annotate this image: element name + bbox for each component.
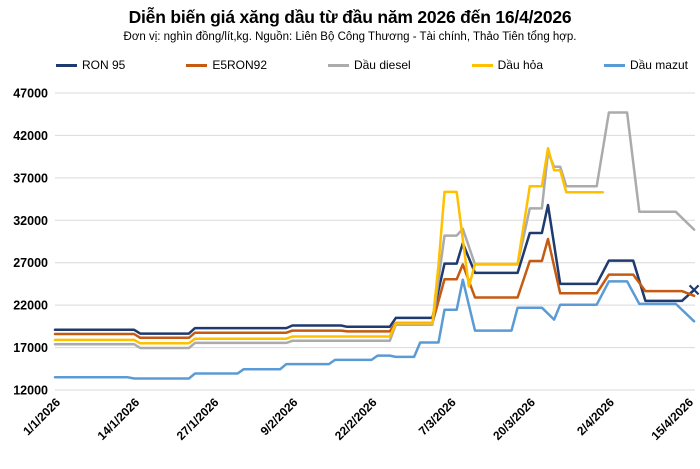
y-axis-label: 12000	[13, 384, 48, 398]
x-axis-labels: 1/1/2026 14/1/2026 27/1/2026 9/2/2026 22/2/2…	[20, 395, 696, 443]
y-axis-label: 32000	[13, 214, 48, 228]
x-axis-label: 22/2/2026	[332, 395, 380, 443]
y-axis-label: 37000	[13, 171, 48, 185]
x-axis-label: 15/4/2026	[648, 395, 696, 443]
y-axis-label: 22000	[13, 299, 48, 313]
legend-item-dau-hoa: Dầu hỏa	[471, 58, 543, 72]
legend-line-swatch-dau-mazut	[603, 63, 625, 67]
chart-title: Diễn biến giá xăng dầu từ đầu năm 2026 đ…	[128, 7, 572, 27]
gridlines	[55, 92, 695, 391]
legend-line-swatch-dau-hoa	[471, 63, 493, 67]
legend-line-swatch-e5ron92	[186, 63, 208, 67]
series-end-marker-ron-95	[688, 284, 700, 296]
x-axis-label: 14/1/2026	[95, 395, 143, 443]
x-axis-label: 2/4/2026	[574, 395, 617, 438]
x-axis-label: 20/3/2026	[490, 395, 538, 443]
legend-item-ron-95: RON 95	[56, 58, 125, 72]
y-axis-labels: 12000 17000 22000 27000 32000 37000 42000 47000	[13, 87, 48, 398]
plot-area: 12000 17000 22000 27000 32000 37000 42000 47000…	[13, 87, 700, 443]
legend-label-dau-hoa: Dầu hỏa	[497, 58, 543, 72]
series-line-e5ron92	[53, 237, 696, 340]
series-line-ron-95	[53, 203, 696, 335]
legend-item-e5ron92: E5RON92	[186, 58, 267, 72]
series-line-dau-mazut	[53, 278, 696, 380]
y-axis-label: 42000	[13, 129, 48, 143]
x-axis-label: 1/1/2026	[20, 395, 63, 438]
legend-item-dau-mazut: Dầu mazut	[603, 58, 688, 72]
y-axis-label: 17000	[13, 341, 48, 355]
chart-subtitle: Đơn vị: nghìn đồng/lít,kg. Nguồn: Liên B…	[123, 31, 577, 43]
chart-legend: RON 95 E5RON92 Dầu diesel Dầu hỏa Dầu mazut	[0, 43, 700, 79]
series-line-dau-diesel	[53, 111, 696, 350]
legend-label-ron-95: RON 95	[82, 58, 126, 72]
x-axis-label: 7/3/2026	[416, 395, 459, 438]
x-axis-label: 27/1/2026	[174, 395, 222, 443]
legend-line-swatch-dau-diesel	[327, 63, 349, 67]
legend-label-dau-diesel: Dầu diesel	[353, 58, 411, 72]
legend-label-e5ron92: E5RON92	[212, 58, 268, 72]
legend-label-dau-mazut: Dầu mazut	[629, 58, 688, 72]
series-line-dau-hoa	[53, 146, 605, 345]
y-axis-label: 27000	[13, 256, 48, 270]
legend-line-swatch-ron-95	[56, 63, 77, 67]
legend-item-dau-diesel: Dầu diesel	[327, 58, 411, 72]
y-axis-label: 47000	[13, 87, 48, 101]
x-axis-label: 9/2/2026	[258, 395, 301, 438]
